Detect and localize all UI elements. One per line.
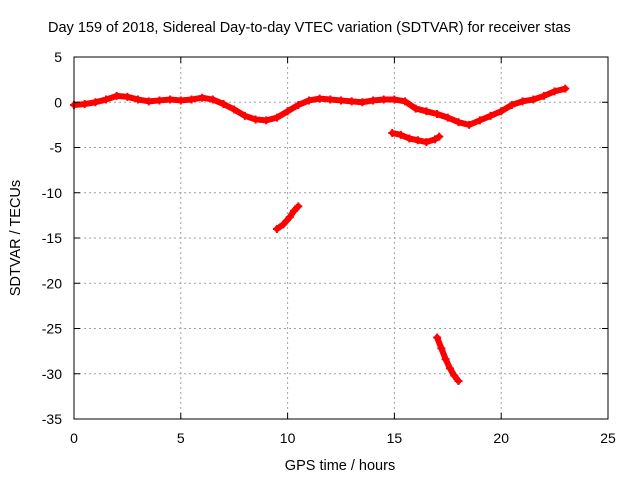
data-point <box>347 97 356 106</box>
data-point <box>443 113 452 122</box>
data-point <box>433 110 442 119</box>
data-point <box>390 95 399 104</box>
data-point <box>435 132 444 141</box>
y-tick-label: -5 <box>50 140 63 156</box>
data-point <box>475 116 484 125</box>
data-point <box>279 220 288 229</box>
data-point <box>240 111 249 120</box>
y-tick-label: -10 <box>42 185 62 201</box>
data-point <box>283 107 292 116</box>
y-tick-label: -30 <box>42 366 62 382</box>
x-axis-label: GPS time / hours <box>285 458 395 474</box>
data-point <box>208 95 217 104</box>
series-main <box>70 84 570 129</box>
x-tick-label: 15 <box>387 430 403 446</box>
series-segment-17-18h <box>433 333 463 385</box>
data-point <box>290 206 299 215</box>
data-point <box>529 95 538 104</box>
data-point <box>304 96 313 105</box>
data-point <box>454 376 463 385</box>
data-point <box>405 134 414 143</box>
data-point <box>358 98 367 107</box>
y-tick-label: 0 <box>54 94 62 110</box>
data-point <box>144 97 153 106</box>
data-point <box>272 224 281 233</box>
y-tick-label: -35 <box>42 411 62 427</box>
y-tick-label: 5 <box>54 49 62 65</box>
data-point <box>187 95 196 104</box>
data-point <box>413 136 422 145</box>
y-tick-label: -20 <box>42 275 62 291</box>
data-point <box>315 94 324 103</box>
y-tick-label: -25 <box>42 321 62 337</box>
data-point <box>379 95 388 104</box>
data-point <box>251 115 260 124</box>
series-segment-15-17h <box>388 129 444 147</box>
x-tick-label: 10 <box>280 430 296 446</box>
data-series <box>70 84 570 385</box>
data-point <box>422 138 431 147</box>
data-point <box>497 107 506 116</box>
data-point <box>262 116 271 125</box>
data-point <box>155 96 164 105</box>
data-point <box>102 95 111 104</box>
data-point <box>134 95 143 104</box>
data-point <box>411 104 420 113</box>
x-tick-label: 0 <box>70 430 78 446</box>
x-tick-label: 20 <box>493 430 509 446</box>
data-point <box>430 135 439 144</box>
y-axis-label: SDTVAR / TECUs <box>8 180 24 296</box>
data-point <box>518 97 527 106</box>
data-point <box>433 333 442 342</box>
series-segment-9.5-10.5h <box>272 202 303 233</box>
axis-ticks: 0 5 10 15 20 25 5 0 -5 -10 -15 -20 -25 -30 -35 <box>42 49 616 446</box>
data-point <box>445 364 454 373</box>
data-point <box>450 371 459 380</box>
data-point <box>272 113 281 122</box>
data-point <box>337 96 345 105</box>
data-point <box>219 100 228 109</box>
data-point <box>294 202 303 211</box>
data-point <box>294 100 303 109</box>
data-point <box>230 105 239 114</box>
data-point <box>441 355 450 364</box>
x-tick-label: 5 <box>177 430 185 446</box>
data-point <box>166 95 175 104</box>
data-point <box>454 118 463 127</box>
data-point <box>123 92 132 101</box>
y-tick-label: -15 <box>42 230 62 246</box>
data-point <box>80 100 89 109</box>
data-point <box>285 213 294 222</box>
data-point <box>507 100 516 109</box>
data-point <box>176 96 185 105</box>
data-point <box>198 93 207 102</box>
data-point <box>422 107 431 116</box>
data-point <box>91 98 100 107</box>
x-tick-label: 25 <box>600 430 616 446</box>
data-point <box>437 344 446 353</box>
data-point <box>369 96 378 105</box>
data-point <box>396 130 405 139</box>
data-point <box>550 87 559 96</box>
chart-title: Day 159 of 2018, Sidereal Day-to-day VTE… <box>48 20 571 36</box>
data-point <box>326 95 335 104</box>
data-point <box>465 120 474 129</box>
data-point <box>112 91 121 100</box>
data-point <box>539 91 548 100</box>
data-point <box>486 111 495 120</box>
data-point <box>401 97 410 106</box>
data-point <box>561 84 570 93</box>
data-point <box>388 129 397 138</box>
